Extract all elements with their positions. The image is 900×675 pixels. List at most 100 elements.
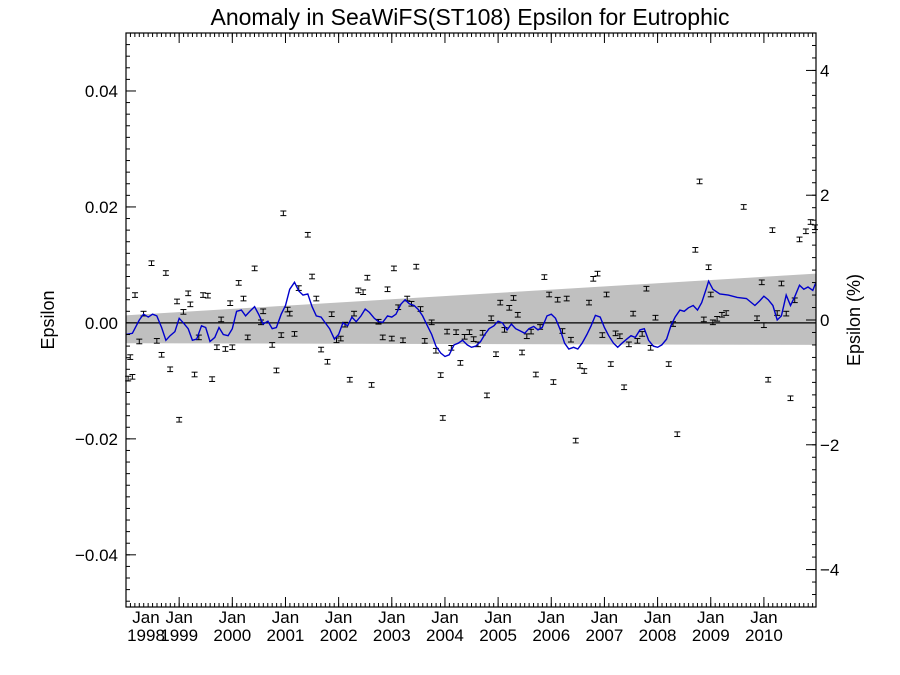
left-tick-label: 0.02	[85, 198, 118, 217]
data-point	[576, 362, 583, 369]
data-point	[497, 299, 504, 306]
x-tick-month-label: Jan	[697, 608, 724, 627]
x-tick-year-label: 2007	[586, 626, 624, 645]
data-point	[783, 310, 790, 317]
data-point	[643, 285, 650, 292]
data-point	[765, 376, 772, 383]
data-point	[368, 382, 375, 388]
data-point	[778, 280, 785, 287]
data-point	[148, 260, 155, 266]
data-point	[158, 351, 165, 358]
data-point	[388, 335, 395, 342]
x-tick-month-label: Jan	[132, 608, 159, 627]
data-point	[470, 336, 477, 342]
data-point	[802, 228, 809, 235]
data-point	[769, 227, 776, 233]
data-point	[705, 264, 712, 271]
data-point	[351, 310, 358, 317]
data-point	[417, 306, 424, 312]
data-point	[360, 289, 367, 295]
data-point	[616, 333, 623, 340]
right-tick-label: 2	[820, 186, 829, 205]
data-point	[674, 431, 681, 438]
data-point	[240, 295, 247, 302]
data-point	[532, 371, 539, 378]
data-point	[313, 295, 320, 302]
data-point	[213, 344, 220, 351]
data-point	[337, 335, 344, 342]
data-point	[318, 346, 325, 353]
data-point	[408, 300, 415, 307]
data-point	[187, 301, 194, 308]
left-tick-label: −0.04	[75, 546, 118, 565]
data-point	[444, 328, 451, 335]
data-point	[692, 247, 699, 253]
data-point	[501, 327, 508, 333]
y-axis-label: Epsilon	[38, 290, 58, 349]
x-tick-month-label: Jan	[272, 608, 299, 627]
right-tick-label: −4	[820, 561, 839, 580]
x-tick-year-label: 2006	[532, 626, 570, 645]
data-point	[235, 280, 242, 286]
x-tick-year-label: 2004	[426, 626, 464, 645]
x-tick-year-label: 2005	[479, 626, 517, 645]
data-point	[176, 416, 183, 423]
data-point	[269, 342, 276, 348]
data-point	[787, 395, 794, 402]
data-point	[457, 360, 464, 366]
data-point	[630, 310, 637, 317]
smoothed-line	[125, 279, 817, 358]
data-point	[309, 273, 316, 280]
data-point	[753, 315, 760, 322]
data-point	[709, 319, 716, 326]
left-tick-label: 0.00	[85, 314, 118, 333]
left-tick-label: −0.02	[75, 430, 118, 449]
data-point	[621, 384, 628, 391]
x-tick-month-label: Jan	[644, 608, 671, 627]
data-point	[167, 366, 174, 373]
data-point	[700, 316, 707, 323]
data-point	[634, 338, 641, 344]
data-point	[439, 415, 446, 421]
y2-axis-label: Epsilon (%)	[844, 274, 864, 366]
data-point	[324, 358, 331, 365]
data-point	[346, 376, 353, 383]
data-point	[136, 338, 143, 345]
data-point	[506, 305, 513, 311]
data-point	[590, 276, 597, 282]
data-point	[204, 292, 211, 299]
data-point	[567, 336, 574, 343]
data-point	[390, 265, 397, 272]
right-tick-label: 0	[820, 311, 829, 330]
data-point	[572, 437, 579, 444]
data-point	[191, 371, 198, 378]
data-point	[291, 331, 298, 337]
right-tick-label: −2	[820, 436, 839, 455]
x-tick-year-label: 2001	[267, 626, 305, 645]
data-point	[428, 319, 435, 326]
data-point	[740, 204, 747, 210]
x-tick-month-label: Jan	[378, 608, 405, 627]
data-point	[229, 344, 236, 351]
data-point	[132, 292, 139, 298]
x-tick-month-label: Jan	[538, 608, 565, 627]
data-point	[707, 291, 714, 298]
data-point	[554, 296, 561, 303]
data-point	[696, 178, 703, 185]
data-point	[652, 314, 659, 321]
data-point	[625, 341, 632, 348]
data-point	[209, 376, 216, 382]
data-point	[153, 338, 160, 344]
data-point	[586, 299, 593, 306]
data-point	[218, 316, 225, 323]
data-point	[437, 372, 444, 378]
x-tick-year-label: 1998	[127, 626, 165, 645]
data-point	[718, 311, 725, 318]
x-tick-year-label: 1999	[160, 626, 198, 645]
x-tick-year-label: 2002	[320, 626, 358, 645]
data-point	[563, 295, 570, 302]
data-point	[599, 332, 606, 338]
data-point	[251, 265, 258, 272]
data-point	[723, 310, 730, 316]
